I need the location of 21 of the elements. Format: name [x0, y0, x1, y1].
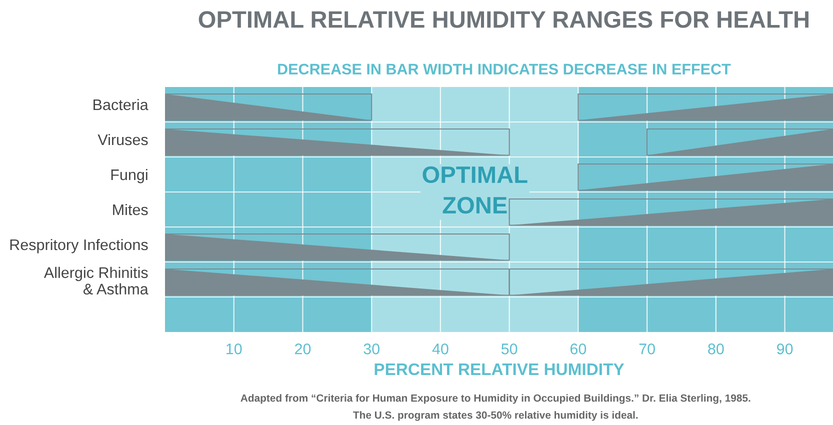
y-tick-label: Viruses: [98, 134, 148, 146]
x-tick-label: 30: [364, 344, 380, 354]
y-tick-label: Respritory Infections: [10, 238, 148, 254]
y-tick-label: Bacteria: [94, 98, 148, 110]
x-axis-title: PERCENT RELATIVE HUMIDITY: [374, 363, 624, 376]
text: The U.S. program states 30-50% relative humidity is ideal.: [353, 411, 638, 421]
x-tick-label: 40: [432, 344, 448, 354]
y-tick-label: Fungi: [111, 168, 148, 184]
y-tick-label: Mites: [113, 204, 148, 216]
text: Adapted from “Criteria for Human Exposure to Humidity in Occupied Buildings.” Dr. Elia Sterling, 1985.: [240, 394, 750, 404]
chart-title: OPTIMAL RELATIVE HUMIDITY RANGES FOR HEALTH: [198, 11, 808, 28]
chart-subtitle: DECREASE IN BAR WIDTH INDICATES DECREASE IN EFFECT: [278, 64, 731, 75]
x-tick-label: 20: [295, 344, 311, 354]
y-tick-label: Allergic Rhinitis & Asthma: [44, 266, 148, 295]
x-tick-label: 70: [639, 344, 655, 354]
band-label: OPTIMAL ZONE: [422, 166, 528, 214]
x-tick-label: 60: [570, 344, 586, 354]
x-tick-label: 80: [708, 344, 724, 354]
x-tick-label: 50: [501, 344, 518, 354]
x-tick-label: 90: [777, 344, 793, 354]
x-tick-label: 10: [226, 344, 242, 354]
